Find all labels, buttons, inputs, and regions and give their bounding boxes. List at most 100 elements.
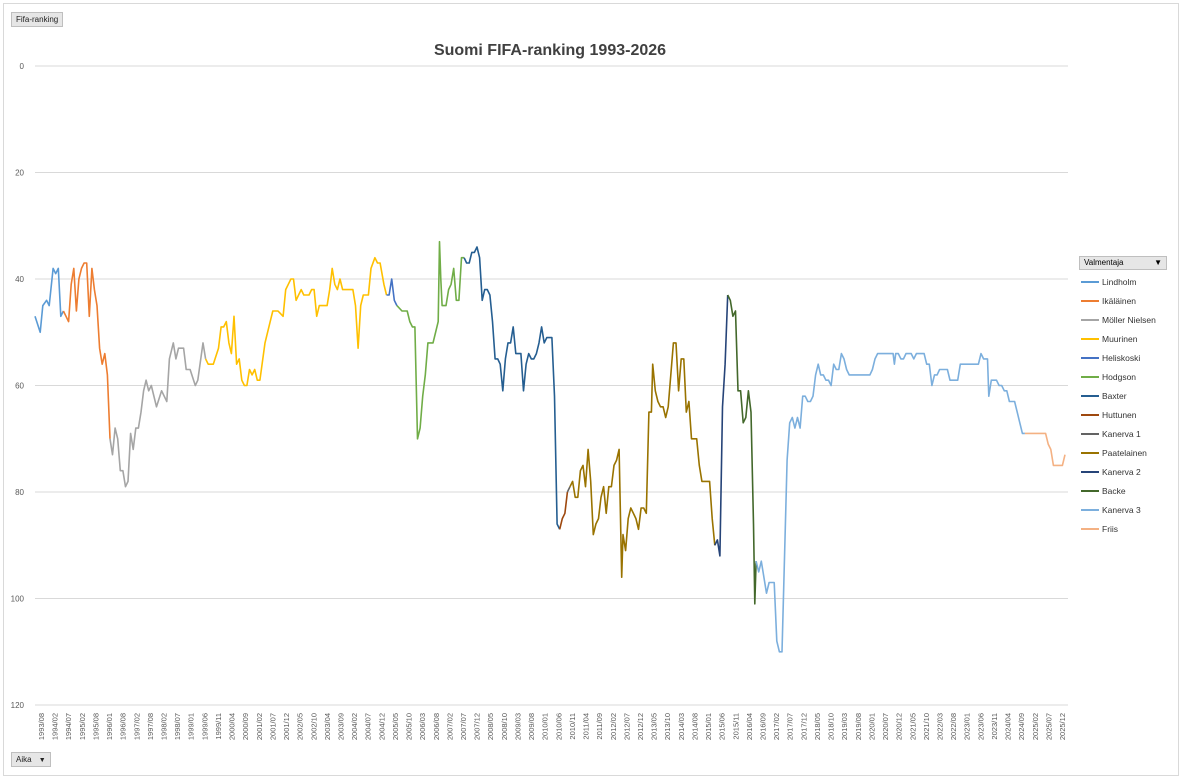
y-tick-label: 120 [11,701,25,710]
x-tick-label: 2015/06 [718,713,727,740]
series-line [755,352,1025,653]
x-tick-label: 2001/07 [268,713,277,740]
x-tick-label: 2025/07 [1044,713,1053,740]
x-tick-label: 2013/10 [663,713,672,740]
x-tick-label: 2016/09 [759,713,768,740]
x-tick-label: 1994/07 [64,713,73,740]
x-tick-label: 1993/08 [37,713,46,740]
x-tick-label: 2014/08 [690,713,699,740]
legend-swatch [1081,319,1099,321]
x-tick-label: 2020/12 [895,713,904,740]
series-line [463,246,561,530]
x-tick-label: 2021/10 [922,713,931,740]
x-tick-label: 2017/02 [772,713,781,740]
x-tick-label: 2000/09 [241,713,250,740]
series-line [204,256,388,387]
x-tick-label: 2019/03 [840,713,849,740]
series-line [62,262,111,439]
x-tick-label: 2023/11 [990,713,999,740]
x-tick-label: 2002/10 [309,713,318,740]
legend-field-button[interactable]: Valmentaja ▼ [1079,256,1167,270]
y-tick-label: 100 [11,595,25,604]
x-tick-label: 2023/06 [976,713,985,740]
x-tick-label: 2005/05 [391,713,400,740]
series-line [726,294,757,605]
legend-label: Kanerva 1 [1102,429,1141,439]
x-tick-label: 1997/02 [132,713,141,740]
legend-label: Heliskoski [1102,353,1141,363]
series-line [566,486,571,493]
x-tick-label: 2004/02 [350,713,359,740]
x-tick-label: 2007/07 [459,713,468,740]
y-tick-label: 40 [15,275,24,284]
x-tick-label: 2007/02 [445,713,454,740]
x-tick-label: 2003/09 [336,713,345,740]
legend-item: Heliskoski [1079,351,1167,370]
legend-item: Kanerva 2 [1079,465,1167,484]
legend-swatch [1081,338,1099,340]
x-tick-label: 2020/07 [881,713,890,740]
legend-item: Muurinen [1079,332,1167,351]
legend-label: Kanerva 3 [1102,505,1141,515]
x-tick-label: 2010/01 [541,713,550,740]
y-tick-label: 0 [20,62,25,71]
x-tick-label: 1995/08 [91,713,100,740]
x-tick-label: 2002/05 [296,713,305,740]
legend-label: Lindholm [1102,277,1137,287]
x-tick-label: 2015/01 [704,713,713,740]
legend-item: Ikäläinen [1079,294,1167,313]
x-tick-label: 2003/04 [323,713,332,740]
x-tick-label: 2025/12 [1058,713,1067,740]
y-tick-label: 80 [15,488,24,497]
x-tick-label: 2022/08 [949,713,958,740]
x-tick-label: 2017/07 [786,713,795,740]
legend-item: Lindholm [1079,275,1167,294]
legend-swatch [1081,471,1099,473]
x-tick-label: 1995/02 [78,713,87,740]
legend-label: Paatelainen [1102,448,1147,458]
legend-label: Ikäläinen [1102,296,1137,306]
x-tick-label: 1996/01 [105,713,114,740]
x-tick-label: 2015/11 [731,713,740,740]
x-tick-label: 2024/09 [1017,713,1026,740]
x-tick-label: 2001/02 [255,713,264,740]
series-line [558,491,569,530]
x-tick-label: 2004/12 [377,713,386,740]
legend-label: Friis [1102,524,1119,534]
legend-item: Huttunen [1079,408,1167,427]
series-line [109,342,207,488]
legend-label: Kanerva 2 [1102,467,1141,477]
x-tick-label: 2014/03 [677,713,686,740]
axis-field-button[interactable]: Aika ▼ [11,752,51,767]
legend-item: Kanerva 3 [1079,503,1167,522]
x-tick-label: 2006/08 [432,713,441,740]
series-line [386,278,398,306]
x-tick-label: 1997/08 [146,713,155,740]
legend-item: Kanerva 1 [1079,427,1167,446]
x-tick-label: 2008/10 [500,713,509,740]
axis-field-label: Aika [16,755,32,764]
y-tick-label: 20 [15,169,24,178]
x-tick-label: 1999/01 [187,713,196,740]
x-tick-label: 2024/04 [1004,713,1013,740]
x-tick-label: 2013/05 [650,713,659,740]
x-tick-label: 1998/07 [173,713,182,740]
chart-frame [3,3,1179,776]
x-tick-label: 2007/12 [473,713,482,740]
values-field-label: Fifa-ranking [16,15,59,24]
series-line [1024,432,1066,467]
x-tick-label: 2000/04 [228,713,237,740]
legend-swatch [1081,490,1099,492]
x-tick-label: 2009/08 [527,713,536,740]
x-tick-label: 2012/02 [609,713,618,740]
x-tick-label: 2001/12 [282,713,291,740]
values-field-button[interactable]: Fifa-ranking [11,12,64,27]
series-line [396,240,465,440]
legend-label: Hodgson [1102,372,1137,382]
series-line [34,267,65,334]
x-tick-label: 1996/08 [119,713,128,740]
x-tick-label: 2016/04 [745,713,754,740]
x-tick-label: 2012/12 [636,713,645,740]
x-tick-label: 2012/07 [622,713,631,740]
